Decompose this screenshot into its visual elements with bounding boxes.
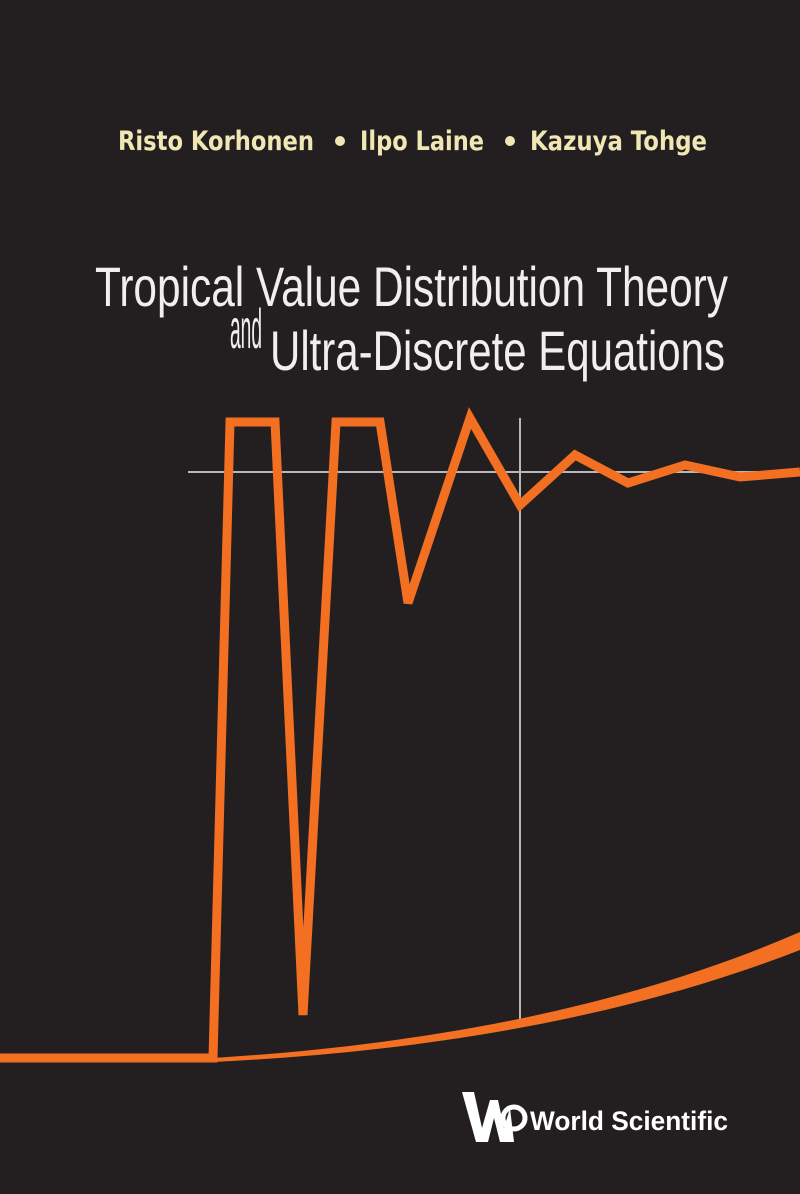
author: Risto Korhonen bbox=[118, 126, 314, 157]
title-line: Tropical Value Distribution Theory bbox=[95, 255, 728, 318]
separator bbox=[335, 136, 345, 146]
author: Ilpo Laine bbox=[360, 126, 484, 157]
oscillation-curve bbox=[0, 407, 800, 1063]
publisher: World Scientific bbox=[530, 1106, 728, 1136]
title-connector: and bbox=[230, 297, 262, 360]
publisher-logo bbox=[462, 1092, 528, 1142]
author: Kazuya Tohge bbox=[530, 126, 707, 157]
title-line: Ultra-Discrete Equations bbox=[270, 319, 725, 382]
separator bbox=[505, 136, 515, 146]
